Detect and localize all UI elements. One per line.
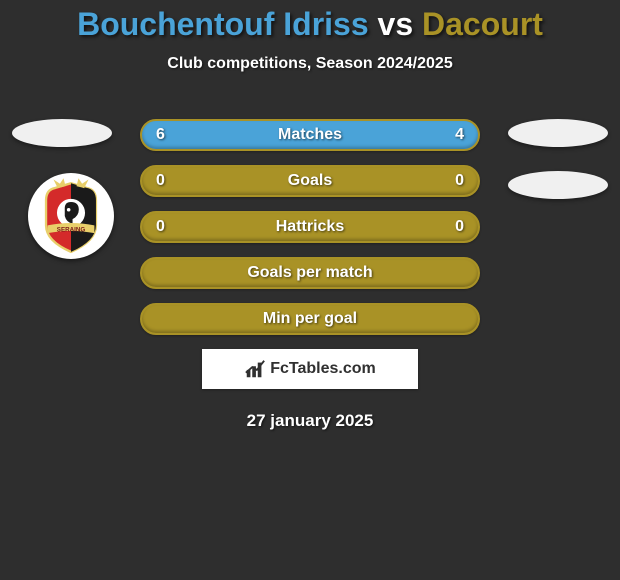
stat-label: Min per goal (142, 310, 478, 328)
stat-right-value: 4 (455, 126, 464, 144)
stat-row: Min per goal (140, 303, 480, 335)
stat-label: Goals per match (142, 264, 478, 282)
player2-photo-placeholder (508, 119, 608, 147)
stat-row: 0Goals0 (140, 165, 480, 197)
watermark: FcTables.com (202, 349, 418, 389)
date-label: 27 january 2025 (0, 411, 620, 431)
player1-photo-placeholder (12, 119, 112, 147)
comparison-card: Bouchentouf Idriss vs Dacourt Club compe… (0, 0, 620, 431)
stat-label: Hattricks (142, 218, 478, 236)
seraing-crest-icon: SERAING (32, 177, 110, 255)
stat-right-value: 0 (455, 172, 464, 190)
stat-row: 6Matches4 (140, 119, 480, 151)
bar-chart-icon (244, 358, 266, 380)
player2-club-placeholder (508, 171, 608, 199)
subtitle: Club competitions, Season 2024/2025 (0, 55, 620, 73)
vs-text: vs (378, 6, 414, 42)
content-area: SERAING 6Matches40Goals00Hattricks0Goals… (0, 119, 620, 431)
page-title: Bouchentouf Idriss vs Dacourt (0, 6, 620, 43)
stat-rows: 6Matches40Goals00Hattricks0Goals per mat… (140, 119, 480, 335)
player1-club-badge: SERAING (28, 173, 114, 259)
player1-name: Bouchentouf Idriss (77, 6, 369, 42)
stat-right-value: 0 (455, 218, 464, 236)
stat-label: Goals (142, 172, 478, 190)
stat-label: Matches (142, 126, 478, 144)
stat-row: Goals per match (140, 257, 480, 289)
watermark-text: FcTables.com (270, 360, 376, 378)
stat-row: 0Hattricks0 (140, 211, 480, 243)
club-banner-text: SERAING (57, 227, 86, 234)
player2-name: Dacourt (422, 6, 543, 42)
